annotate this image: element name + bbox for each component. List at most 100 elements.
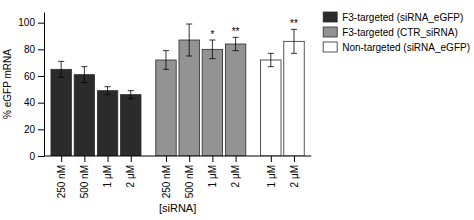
error-bar-line [186, 24, 192, 56]
error-bar [163, 51, 169, 70]
y-tick-label: 60 [24, 71, 36, 82]
bar [202, 49, 222, 156]
x-tick-mark [236, 156, 237, 162]
x-tick: 500 nM [184, 156, 195, 198]
error-bar-line [209, 40, 215, 59]
bar [179, 40, 199, 156]
y-tick-label: 20 [24, 124, 36, 135]
legend-swatch [323, 12, 337, 22]
x-tick-mark [61, 156, 62, 162]
bar [156, 60, 176, 156]
error-bar [58, 61, 64, 77]
error-bar [81, 67, 87, 83]
error-bar [209, 40, 215, 59]
error-bar-line [233, 37, 239, 50]
bar [121, 95, 141, 156]
x-tick-mark [294, 156, 295, 162]
legend-label: Non-targeted (siRNA_eGFP) [342, 42, 470, 53]
error-bar-line [58, 61, 64, 77]
bar [225, 44, 245, 156]
series [261, 29, 305, 156]
y-axis: 0 20 40 60 80 100 [18, 13, 44, 162]
y-tick-label: 100 [18, 17, 35, 28]
y-tick-label: 0 [29, 151, 35, 162]
x-tick-mark [166, 156, 167, 162]
annotations: ***** [210, 18, 298, 40]
x-tick-mark [84, 156, 85, 162]
series [156, 24, 246, 156]
legend-swatch [323, 42, 337, 52]
x-tick-label: 500 nM [79, 165, 90, 198]
y-tick-label: 40 [24, 97, 36, 108]
legend-label: F3-targeted (CTR_siRNA) [342, 27, 458, 38]
error-bar [128, 91, 134, 99]
y-axis-line [44, 13, 45, 157]
bar [284, 41, 304, 156]
y-tick: 20 [24, 124, 44, 135]
significance-label: ** [290, 18, 298, 29]
x-tick: 250 nM [161, 156, 172, 198]
bar [261, 60, 281, 156]
error-bar-line [163, 51, 169, 70]
error-bar [186, 24, 192, 56]
x-tick-mark [271, 156, 272, 162]
y-tick-label: 80 [24, 44, 36, 55]
y-tick: 40 [24, 97, 44, 108]
legend: F3-targeted (siRNA_eGFP) F3-targeted (CTR… [323, 12, 470, 53]
x-tick-label: 1 μM [102, 165, 113, 187]
marks [51, 24, 304, 156]
plot: *****020406080100250 nM500 nM1 μM2 μM250… [2, 13, 311, 215]
error-bar-line [81, 67, 87, 83]
x-tick-label: 2 μM [230, 165, 241, 187]
x-tick-label: 500 nM [184, 165, 195, 198]
x-tick: 1 μM [265, 156, 276, 187]
y-tick: 60 [24, 71, 44, 82]
x-tick: 2 μM [289, 156, 300, 187]
legend-item: F3-targeted (siRNA_eGFP) [323, 12, 463, 23]
legend-swatch [323, 27, 337, 37]
significance-label: * [210, 29, 214, 40]
legend-item: F3-targeted (CTR_siRNA) [323, 27, 458, 38]
error-bar [268, 53, 274, 66]
bar [51, 69, 71, 156]
y-tick: 100 [18, 17, 44, 28]
chart: F3-targeted (siRNA_eGFP) F3-targeted (CTR… [0, 0, 474, 220]
x-tick-label: 250 nM [56, 165, 67, 198]
x-tick-label: 2 μM [289, 165, 300, 187]
x-tick: 1 μM [102, 156, 113, 187]
x-tick-mark [131, 156, 132, 162]
x-tick-label: 2 μM [125, 165, 136, 187]
x-tick: 2 μM [230, 156, 241, 187]
legend-label: F3-targeted (siRNA_eGFP) [342, 12, 463, 23]
x-tick-label: 250 nM [161, 165, 172, 198]
x-tick-mark [108, 156, 109, 162]
error-bar [233, 37, 239, 50]
y-tick: 80 [24, 44, 44, 55]
y-tick-mark [38, 103, 44, 104]
bar [97, 91, 117, 156]
series [51, 61, 141, 156]
significance-label: ** [232, 26, 240, 37]
x-tick-label: 1 μM [265, 165, 276, 187]
y-tick-mark [38, 156, 44, 157]
error-bar-line [268, 53, 274, 66]
x-tick: 2 μM [125, 156, 136, 187]
error-bar-line [128, 91, 134, 99]
x-tick: 250 nM [56, 156, 67, 198]
x-axis-title: [siRNA] [159, 202, 196, 214]
x-tick-label: 1 μM [207, 165, 218, 187]
y-tick-mark [38, 49, 44, 50]
error-bar [291, 29, 297, 53]
bar [74, 75, 94, 156]
y-tick-mark [38, 129, 44, 130]
x-axis: 250 nM 500 nM 1 μM 2 μM 250 nM 500 nM 1 μM 2 μM… [44, 156, 311, 198]
x-tick-mark [189, 156, 190, 162]
x-tick: 500 nM [79, 156, 90, 198]
y-tick: 0 [29, 151, 44, 162]
error-bar-line [291, 29, 297, 53]
legend-item: Non-targeted (siRNA_eGFP) [323, 42, 470, 53]
y-tick-mark [38, 23, 44, 24]
x-tick-mark [212, 156, 213, 162]
y-tick-mark [38, 76, 44, 77]
error-bar [105, 87, 111, 95]
